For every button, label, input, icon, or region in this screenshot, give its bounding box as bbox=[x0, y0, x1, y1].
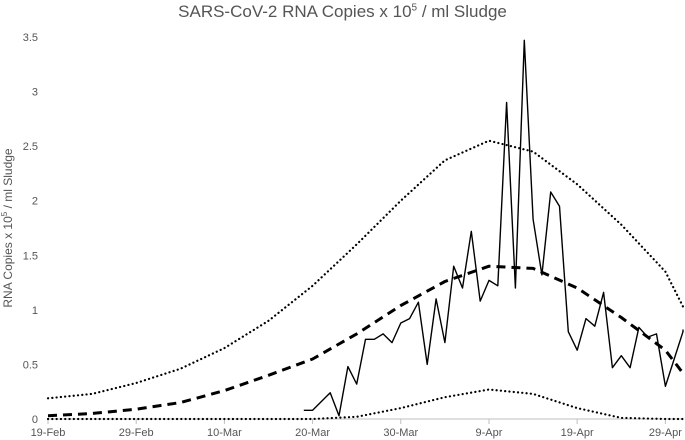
series-layer bbox=[46, 39, 685, 421]
y-tick-label: 1.5 bbox=[23, 250, 38, 262]
chart-title-superscript: 5 bbox=[411, 2, 418, 14]
y-tick-label: 1 bbox=[32, 305, 38, 317]
series-line-solid-0 bbox=[303, 39, 684, 417]
chart-title-suffix: / ml Sludge bbox=[417, 2, 507, 21]
series-line-dotted-3 bbox=[46, 388, 685, 421]
y-tick-label: 0 bbox=[32, 414, 38, 426]
y-axis-label-suffix: / ml Sludge bbox=[1, 148, 15, 212]
x-tick-label: 9-Apr bbox=[476, 427, 503, 439]
series-line-dotted-2 bbox=[46, 139, 685, 400]
y-axis-label: RNA Copies x 105 / ml Sludge bbox=[0, 148, 15, 308]
y-axis-label-prefix: RNA Copies x 10 bbox=[1, 216, 15, 308]
chart-title-text: SARS-CoV-2 RNA Copies x 10 bbox=[178, 2, 412, 21]
x-tick-label: 30-Mar bbox=[383, 427, 418, 439]
x-tick-label: 29-Feb bbox=[119, 427, 154, 439]
y-tick-label: 2 bbox=[32, 196, 38, 208]
y-tick-label: 2.5 bbox=[23, 141, 38, 153]
y-tick-label: 3 bbox=[32, 87, 38, 99]
x-tick-label: 29-Apr bbox=[649, 427, 682, 439]
y-axis-label-superscript: 5 bbox=[0, 211, 9, 216]
y-tick-label: 3.5 bbox=[23, 32, 38, 44]
x-tick-label: 19-Feb bbox=[31, 427, 66, 439]
chart-title: SARS-CoV-2 RNA Copies x 105 / ml Sludge bbox=[0, 2, 685, 22]
series-line-dashed-1 bbox=[47, 264, 685, 418]
y-tick-label: 0.5 bbox=[23, 359, 38, 371]
x-tick-label: 20-Mar bbox=[295, 427, 330, 439]
axes: 19-Feb 29-Feb 10-Mar 20-Mar 30-Mar 9-Apr 19-Ap… bbox=[23, 32, 683, 439]
y-axis-label-text: RNA Copies x 105 / ml Sludge bbox=[0, 148, 15, 308]
x-tick-label: 10-Mar bbox=[207, 427, 242, 439]
x-tick-label: 19-Apr bbox=[561, 427, 594, 439]
